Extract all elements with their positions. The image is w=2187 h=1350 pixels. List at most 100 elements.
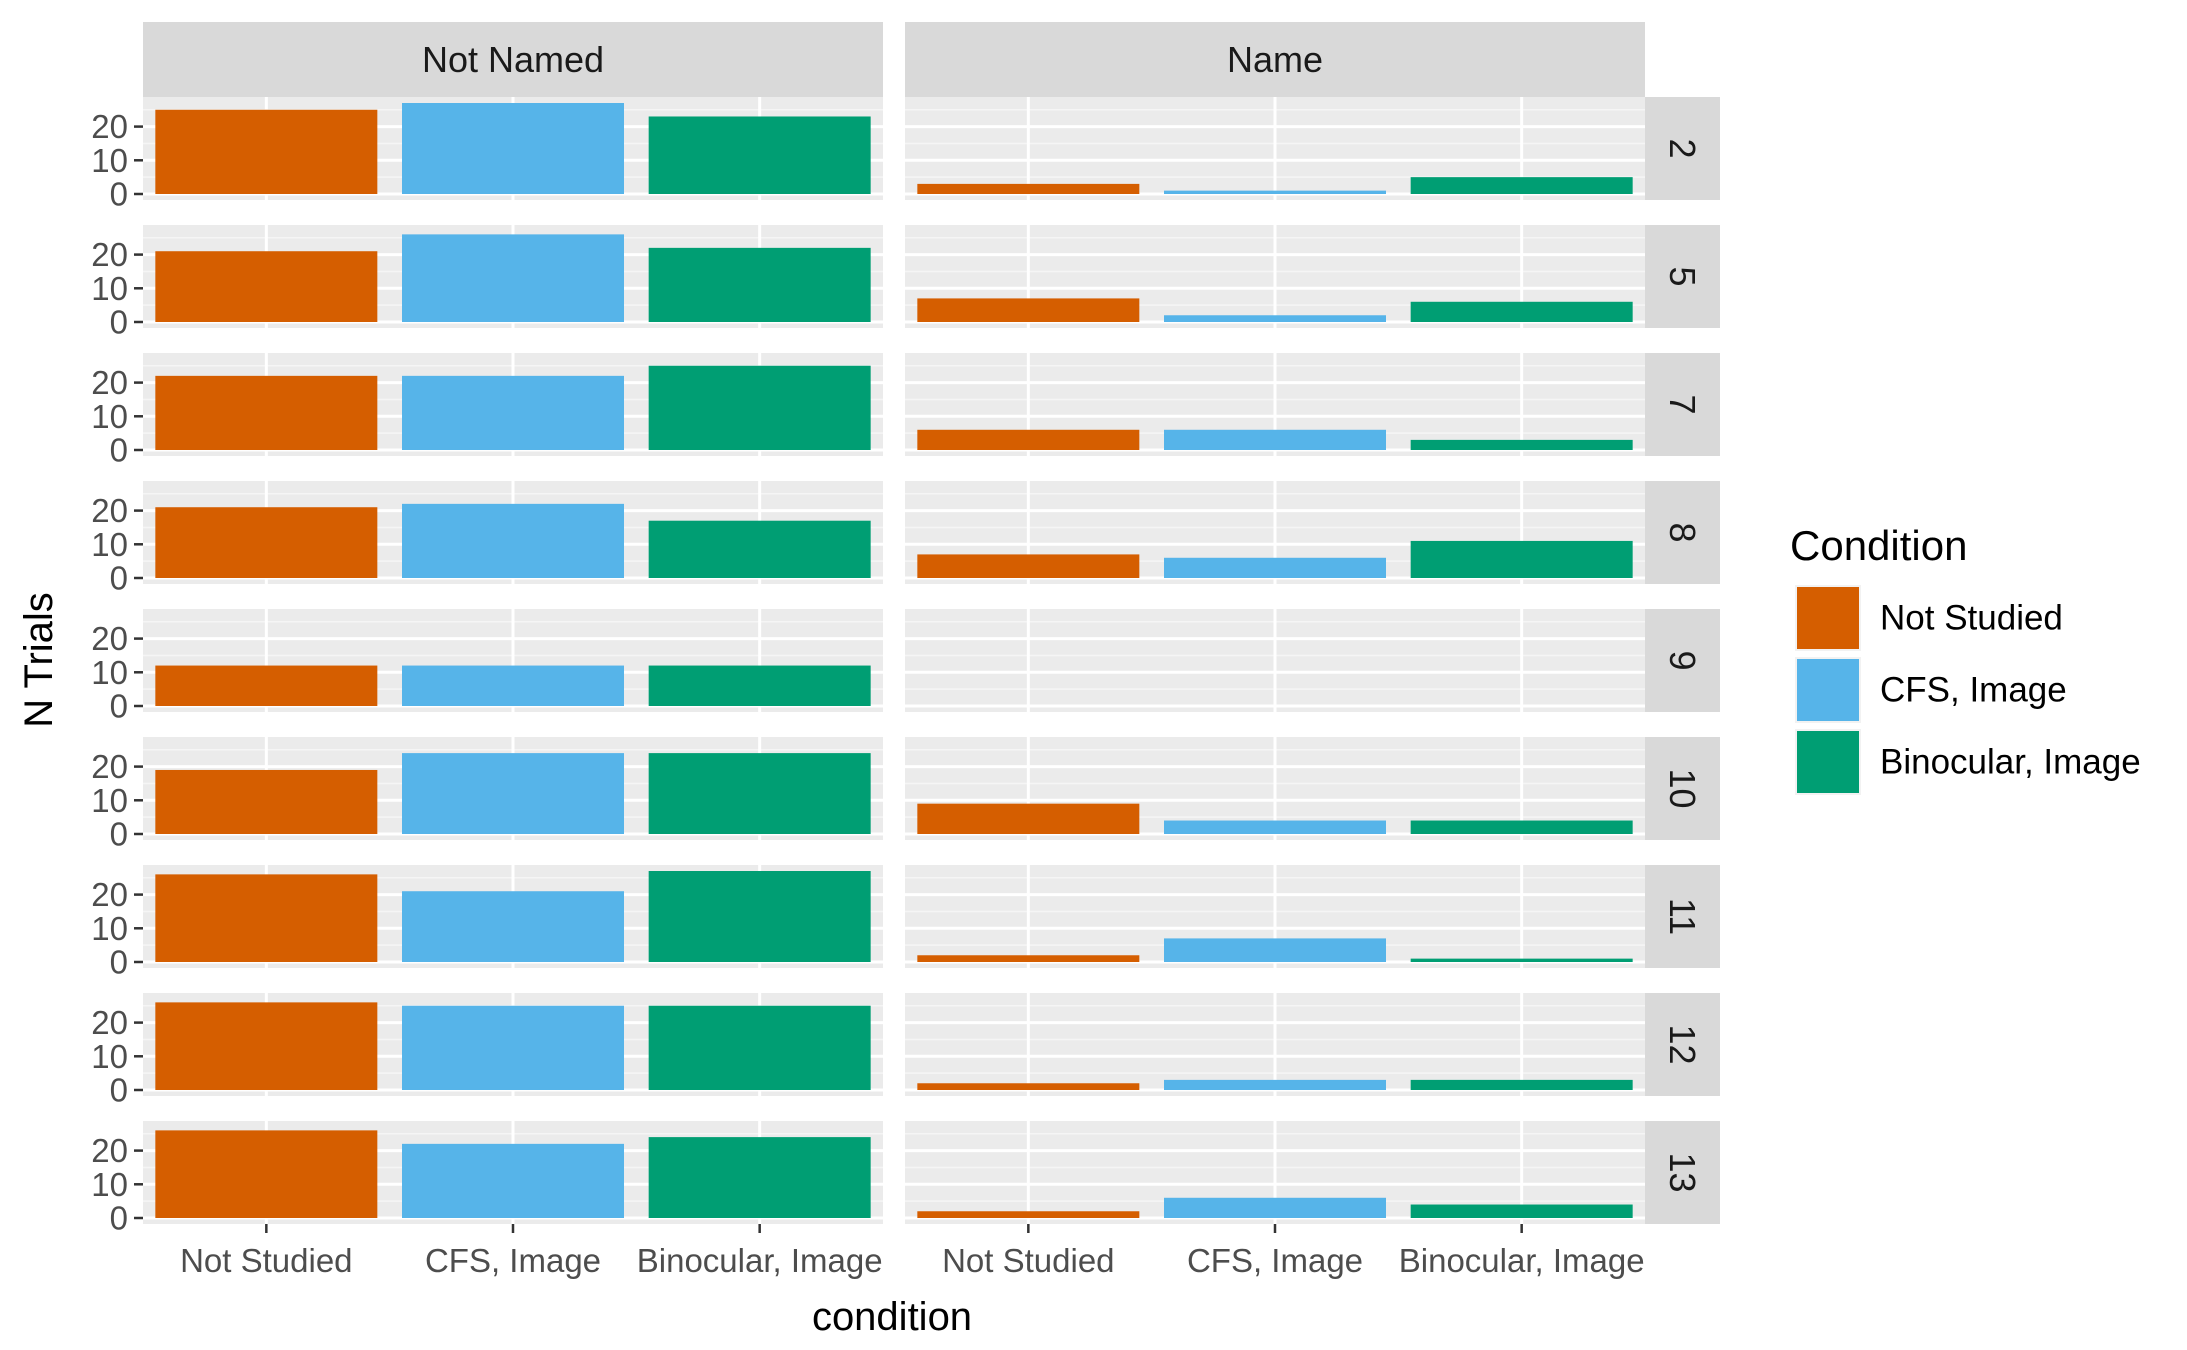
bar-not-studied — [155, 769, 378, 834]
y-tick-label: 0 — [110, 1072, 128, 1109]
bar-cfs-image — [1164, 820, 1386, 834]
bar-binocular-image — [1410, 177, 1633, 194]
facet-panel — [143, 225, 883, 328]
y-tick-label: 20 — [91, 876, 128, 913]
y-tick-label: 10 — [91, 654, 128, 691]
y-tick-label: 0 — [110, 176, 128, 213]
y-tick-label: 0 — [110, 560, 128, 597]
bar-cfs-image — [1164, 315, 1386, 322]
y-tick-label: 10 — [91, 910, 128, 947]
bar-cfs-image — [402, 1143, 624, 1218]
y-tick-label: 10 — [91, 782, 128, 819]
bar-not-studied — [155, 507, 378, 578]
y-tick-label: 20 — [91, 1004, 128, 1041]
facet-panel — [905, 993, 1645, 1096]
x-axis-title: condition — [812, 1295, 972, 1339]
legend-swatch — [1797, 659, 1859, 721]
facet-panel — [905, 353, 1645, 456]
column-strip-label: Not Named — [422, 39, 604, 80]
y-tick-label: 0 — [110, 816, 128, 853]
bar-not-studied — [155, 1002, 378, 1090]
facet-panel — [905, 481, 1645, 584]
column-strip — [143, 22, 883, 97]
x-tick-label: Binocular, Image — [1399, 1242, 1645, 1279]
facet-panel — [905, 865, 1645, 968]
facet-panel — [143, 865, 883, 968]
bar-cfs-image — [402, 891, 624, 962]
facet-panel — [143, 97, 883, 200]
y-tick-label: 20 — [91, 364, 128, 401]
row-strip — [1645, 1121, 1720, 1224]
bar-binocular-image — [648, 871, 871, 962]
y-tick-label: 20 — [91, 492, 128, 529]
bar-cfs-image — [402, 1005, 624, 1090]
facet-panel — [143, 1121, 883, 1224]
row-strip — [1645, 481, 1720, 584]
column-strip-label: Name — [1227, 39, 1323, 80]
facet-panel — [905, 737, 1645, 840]
facet-panel — [905, 97, 1645, 200]
facet-panel — [143, 993, 883, 1096]
row-strip-label: 7 — [1662, 394, 1703, 414]
y-tick-label: 10 — [91, 1166, 128, 1203]
bar-binocular-image — [648, 365, 871, 450]
y-tick-label: 0 — [110, 304, 128, 341]
y-tick-label: 10 — [91, 142, 128, 179]
row-strip — [1645, 609, 1720, 712]
legend-swatch — [1797, 587, 1859, 649]
bar-cfs-image — [1164, 190, 1386, 194]
bar-not-studied — [917, 183, 1140, 194]
row-strip-label: 11 — [1662, 898, 1703, 935]
y-tick-label: 0 — [110, 432, 128, 469]
x-tick-label: Not Studied — [942, 1242, 1114, 1279]
bar-binocular-image — [1410, 540, 1633, 578]
y-tick-label: 20 — [91, 1132, 128, 1169]
bar-binocular-image — [648, 116, 871, 194]
bar-binocular-image — [1410, 301, 1633, 322]
row-strip — [1645, 353, 1720, 456]
row-strip-label: 9 — [1662, 650, 1703, 670]
y-tick-label: 0 — [110, 688, 128, 725]
row-strip — [1645, 737, 1720, 840]
bar-binocular-image — [1410, 439, 1633, 450]
facet-panel — [905, 225, 1645, 328]
bar-binocular-image — [1410, 820, 1633, 834]
row-strip — [1645, 865, 1720, 968]
bar-binocular-image — [1410, 1079, 1633, 1090]
x-tick-label: CFS, Image — [425, 1242, 601, 1279]
bar-cfs-image — [1164, 1197, 1386, 1218]
bar-cfs-image — [1164, 557, 1386, 578]
bar-cfs-image — [402, 375, 624, 450]
bar-binocular-image — [648, 247, 871, 322]
y-tick-label: 0 — [110, 944, 128, 981]
facet-panel — [905, 609, 1645, 712]
facet-strips: Not Named Name 2 5 7 8 9 10 11 12 13 — [143, 22, 1720, 1224]
legend-label: Not Studied — [1880, 599, 2063, 638]
y-tick-label: 20 — [91, 236, 128, 273]
bar-not-studied — [917, 1211, 1140, 1218]
bar-binocular-image — [1410, 958, 1633, 962]
y-tick-label: 10 — [91, 270, 128, 307]
bar-cfs-image — [402, 753, 624, 834]
facet-panel — [143, 737, 883, 840]
bar-not-studied — [917, 955, 1140, 962]
y-tick-label: 10 — [91, 398, 128, 435]
legend-title: Condition — [1790, 522, 1967, 569]
row-strip-label: 12 — [1662, 1024, 1703, 1064]
bar-not-studied — [155, 109, 378, 194]
panels-layer — [143, 97, 1645, 1224]
legend-swatch — [1797, 731, 1859, 793]
bar-cfs-image — [402, 503, 624, 578]
column-strip — [905, 22, 1645, 97]
bar-cfs-image — [1164, 429, 1386, 450]
bar-not-studied — [917, 1083, 1140, 1090]
bar-binocular-image — [648, 1137, 871, 1218]
row-strip — [1645, 225, 1720, 328]
bar-not-studied — [917, 298, 1140, 322]
bar-cfs-image — [402, 103, 624, 194]
bar-binocular-image — [648, 1005, 871, 1090]
y-axis-title: N Trials — [17, 592, 61, 728]
bar-not-studied — [917, 554, 1140, 578]
axes: 0102001020010200102001020010200102001020… — [91, 108, 1644, 1279]
facet-panel — [143, 481, 883, 584]
